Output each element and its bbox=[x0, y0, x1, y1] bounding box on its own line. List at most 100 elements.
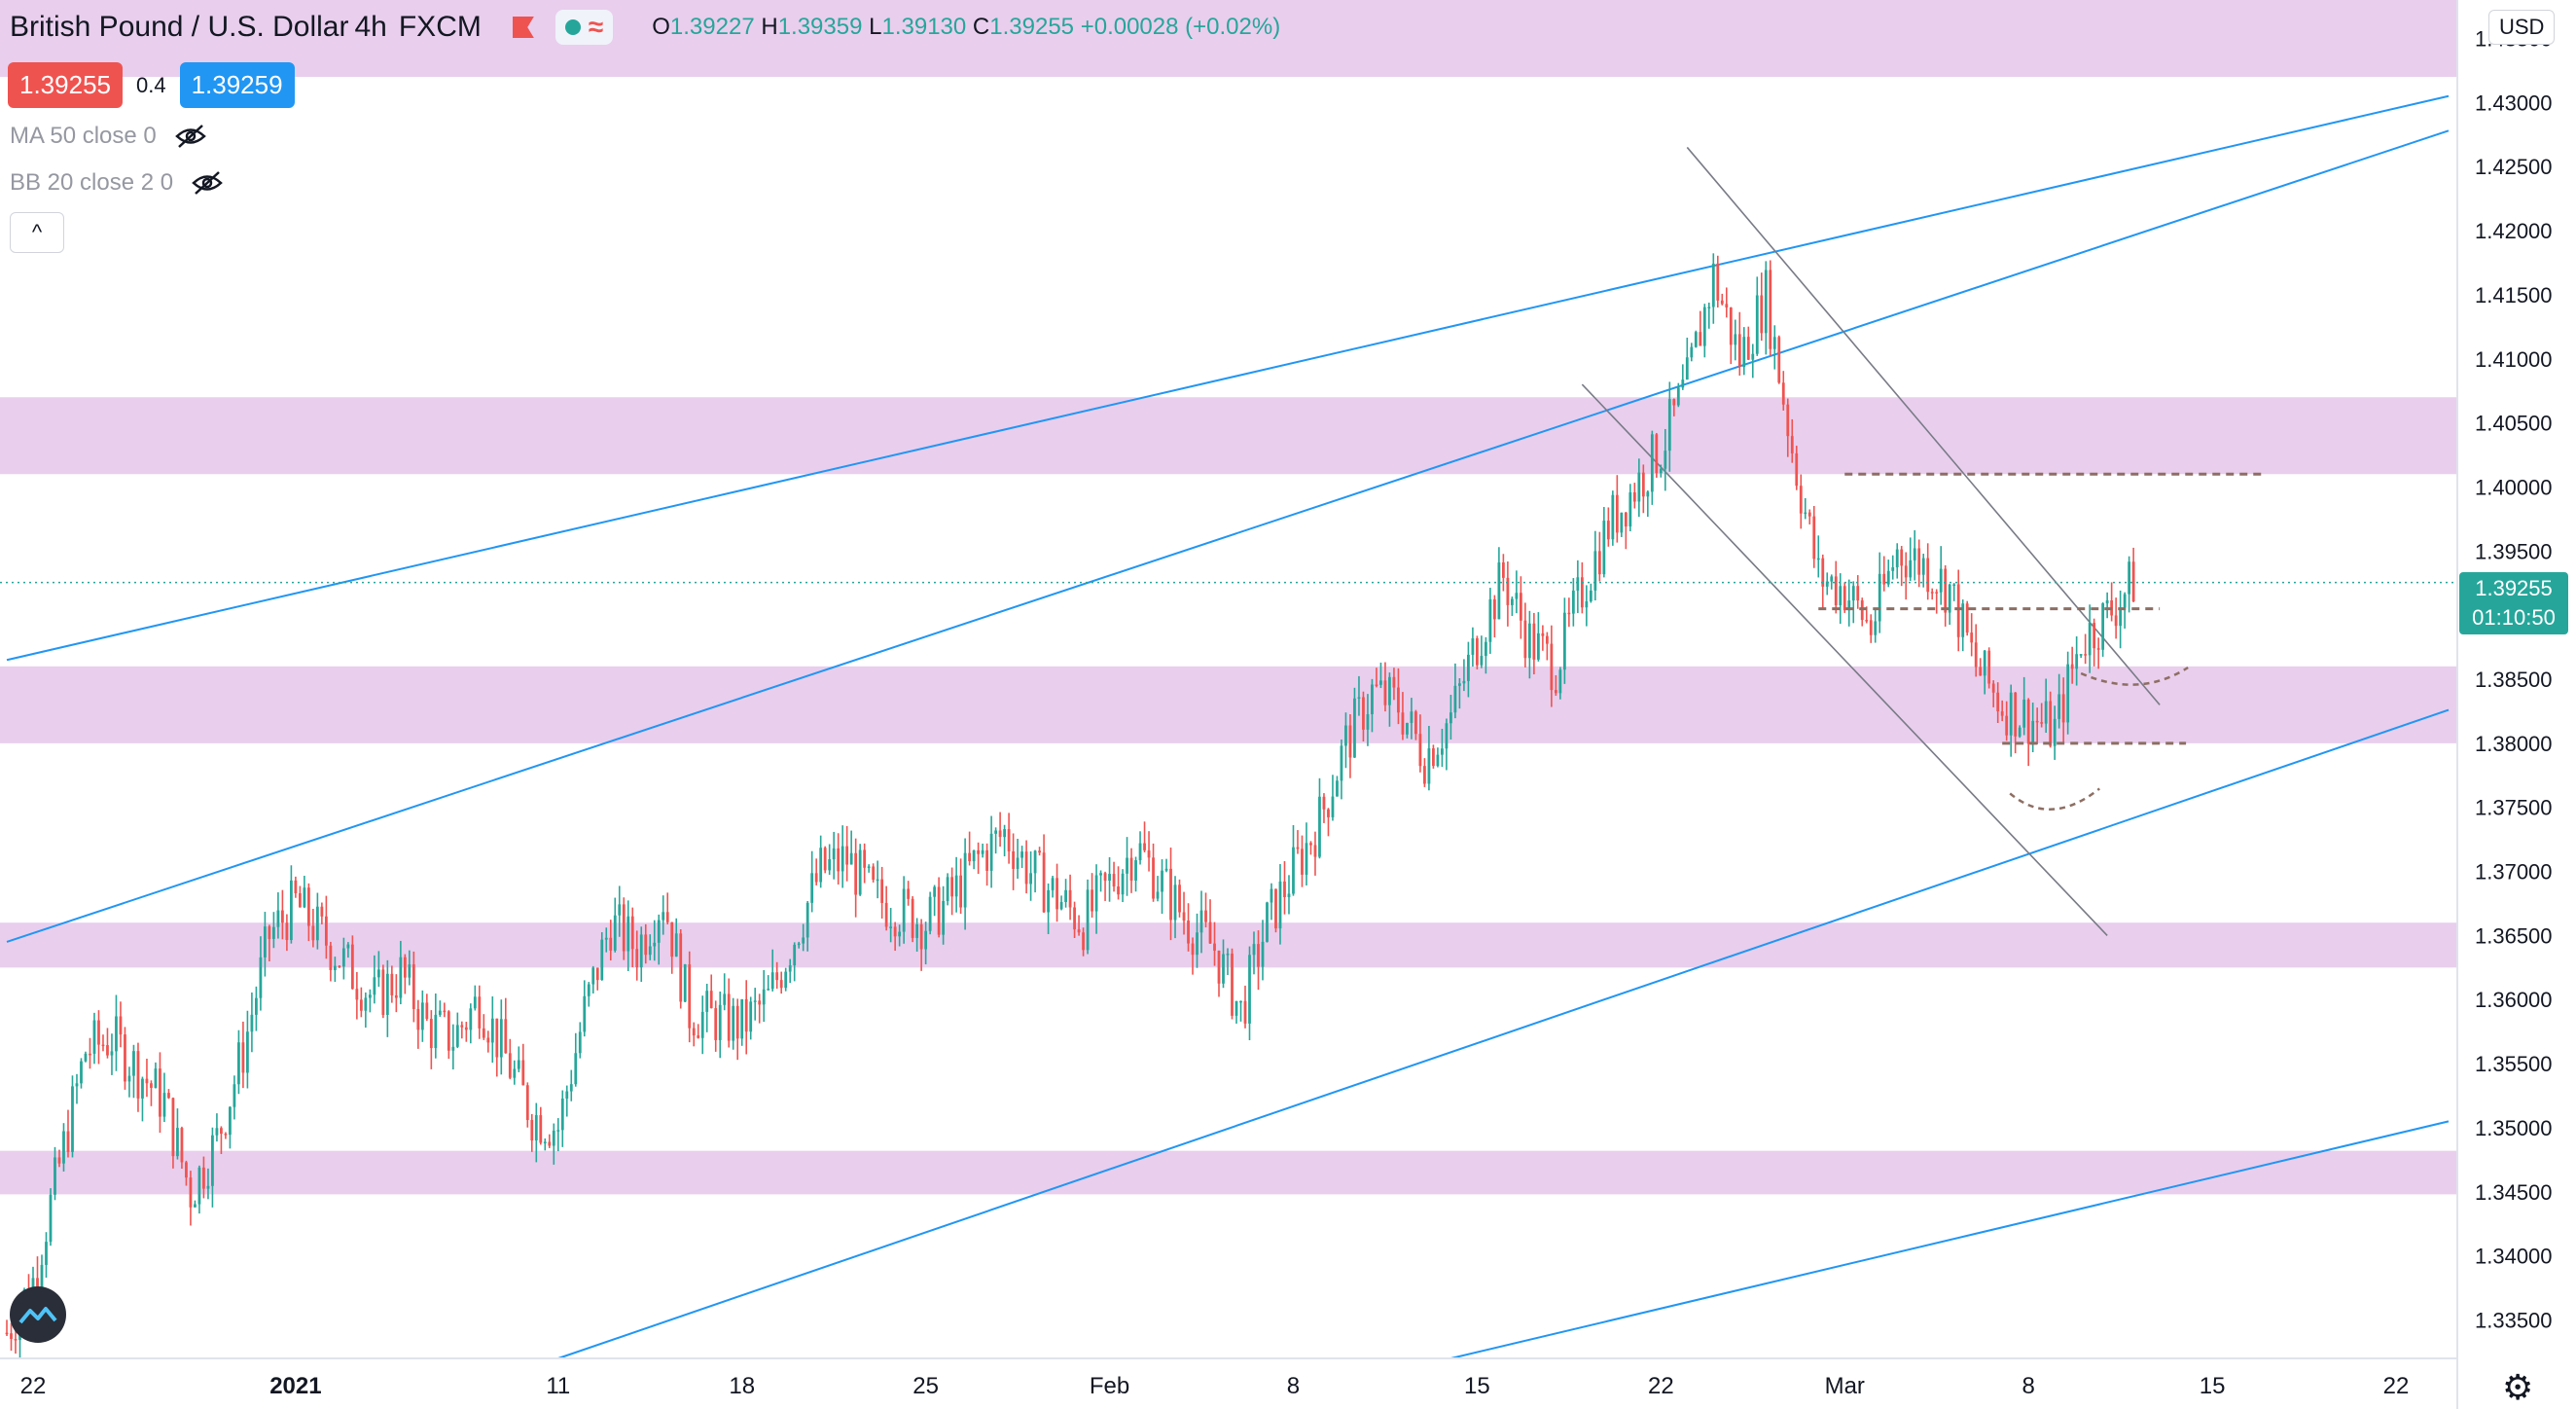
candle-body bbox=[1322, 796, 1326, 810]
candle bbox=[1099, 870, 1102, 892]
candle-body bbox=[1064, 889, 1067, 902]
candle bbox=[1458, 677, 1461, 709]
candle bbox=[2066, 651, 2070, 735]
candle bbox=[1536, 612, 1540, 662]
candle bbox=[246, 1010, 249, 1089]
candle bbox=[823, 846, 827, 874]
tradingview-logo-icon[interactable] bbox=[10, 1286, 66, 1343]
candle bbox=[1571, 578, 1575, 627]
candle bbox=[1580, 561, 1584, 614]
candle bbox=[45, 1232, 48, 1278]
candle-body bbox=[950, 877, 954, 897]
flag-icon[interactable] bbox=[512, 17, 534, 38]
candle bbox=[674, 918, 678, 957]
candle bbox=[1602, 507, 1606, 578]
candle-body bbox=[1410, 711, 1413, 723]
candle-body bbox=[1795, 452, 1799, 487]
candle-body bbox=[1952, 584, 1956, 587]
candle bbox=[968, 831, 972, 866]
candle-body bbox=[1287, 893, 1291, 897]
candle-body bbox=[1467, 654, 1470, 681]
price-tick-label: 1.41500 bbox=[2475, 283, 2553, 307]
candle bbox=[1410, 698, 1413, 740]
settings-gear-icon[interactable]: ⚙ bbox=[2502, 1367, 2534, 1407]
symbol-title[interactable]: British Pound / U.S. Dollar bbox=[10, 11, 349, 43]
buy-button[interactable]: 1.39259 bbox=[179, 62, 295, 108]
candle-body bbox=[1593, 551, 1597, 591]
candle bbox=[66, 1109, 70, 1158]
candle-body bbox=[1895, 549, 1899, 568]
indicator-bb[interactable]: BB 20 close 2 0 bbox=[10, 169, 224, 197]
candle bbox=[1055, 863, 1058, 922]
candle bbox=[1379, 662, 1382, 689]
currency-button[interactable]: USD bbox=[2488, 10, 2556, 45]
candle bbox=[438, 1000, 442, 1017]
candle bbox=[1199, 890, 1203, 954]
time-tick-label: 18 bbox=[729, 1373, 755, 1399]
candle bbox=[1051, 876, 1055, 898]
candle-body bbox=[303, 887, 306, 908]
candle-body bbox=[110, 1051, 114, 1056]
candle bbox=[1812, 505, 1816, 568]
candle bbox=[1655, 432, 1659, 478]
candle bbox=[937, 877, 941, 938]
candle-body bbox=[867, 866, 871, 868]
candle-body bbox=[311, 925, 315, 941]
candle-body bbox=[285, 922, 289, 941]
interval-label[interactable]: 4h bbox=[354, 11, 387, 43]
candle bbox=[298, 885, 302, 908]
candle bbox=[1541, 625, 1545, 651]
eye-off-icon[interactable] bbox=[174, 124, 207, 149]
candle-body bbox=[604, 937, 608, 940]
candle bbox=[1213, 921, 1216, 966]
candle bbox=[376, 951, 380, 988]
candle bbox=[788, 958, 792, 984]
candle-body bbox=[1807, 512, 1811, 517]
candle bbox=[1869, 614, 1873, 643]
candle bbox=[2000, 700, 2004, 722]
exchange-label: FXCM bbox=[398, 11, 482, 43]
candle bbox=[732, 997, 735, 1050]
candle bbox=[420, 990, 424, 1042]
candle-body bbox=[1103, 873, 1107, 881]
candle-body bbox=[1488, 598, 1492, 642]
candle-body bbox=[464, 1027, 468, 1030]
candle-body bbox=[1751, 353, 1755, 360]
candle-body bbox=[1571, 590, 1575, 614]
candle-body bbox=[574, 1053, 578, 1085]
candle-body bbox=[644, 934, 648, 956]
candle-body bbox=[1252, 944, 1256, 956]
candle-body bbox=[548, 1141, 552, 1146]
candle-body bbox=[10, 1333, 13, 1340]
candle bbox=[54, 1146, 56, 1201]
candle bbox=[1667, 381, 1671, 472]
price-tick-label: 1.43000 bbox=[2475, 90, 2553, 115]
candle bbox=[569, 1069, 573, 1102]
candle-body bbox=[416, 1008, 420, 1030]
trendline bbox=[6, 129, 2450, 943]
candle bbox=[2123, 592, 2127, 629]
sell-button[interactable]: 1.39255 bbox=[8, 62, 123, 108]
candle-body bbox=[1226, 954, 1230, 956]
candle bbox=[416, 999, 420, 1049]
candle bbox=[1952, 583, 1956, 601]
candle bbox=[697, 1024, 700, 1039]
candle-body bbox=[1231, 954, 1234, 1016]
candle bbox=[727, 978, 731, 1048]
candle-body bbox=[1602, 521, 1606, 575]
candle-body bbox=[513, 1068, 517, 1078]
eye-off-icon[interactable] bbox=[191, 170, 224, 196]
candle bbox=[2009, 684, 2013, 757]
candle-body bbox=[714, 1008, 718, 1040]
candle bbox=[513, 1060, 517, 1085]
status-indicators[interactable]: ≈ bbox=[555, 10, 614, 45]
candle-body bbox=[1366, 714, 1370, 730]
trade-buttons: 1.39255 0.4 1.39259 bbox=[8, 62, 295, 108]
candle bbox=[1983, 649, 1986, 695]
collapse-legend-button[interactable]: ^ bbox=[10, 212, 64, 253]
candle-body bbox=[1772, 337, 1776, 349]
candle bbox=[2114, 597, 2118, 639]
indicator-ma[interactable]: MA 50 close 0 bbox=[10, 123, 207, 150]
candle bbox=[1234, 1000, 1238, 1024]
